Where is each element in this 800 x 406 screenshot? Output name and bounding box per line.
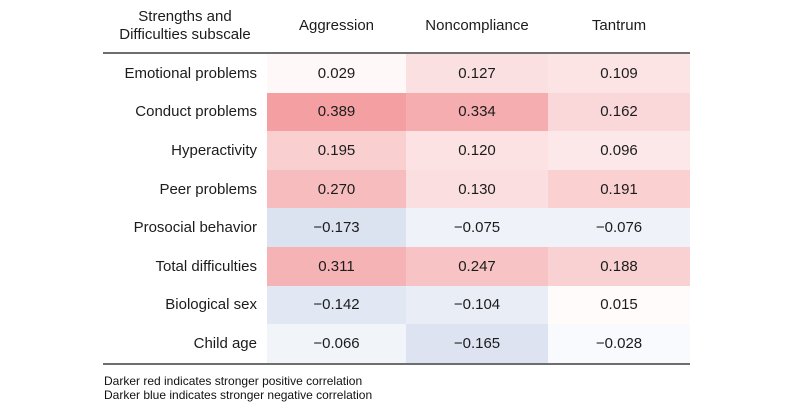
heatmap-cell: 0.109	[548, 54, 690, 93]
heatmap-cell: −0.104	[406, 285, 548, 325]
heatmap-cell: 0.096	[548, 131, 690, 170]
heatmap-cell: 0.162	[548, 92, 690, 132]
heatmap-cell: 0.270	[267, 169, 406, 209]
row-label: Hyperactivity	[103, 131, 267, 170]
heatmap-cell: −0.142	[267, 285, 406, 325]
row-label: Child age	[103, 324, 267, 363]
heatmap-cell: −0.066	[267, 324, 406, 363]
heatmap-cell: 0.029	[267, 54, 406, 93]
heatmap-cell: 0.334	[406, 92, 548, 132]
heatmap-cell: 0.195	[267, 131, 406, 170]
heatmap-cell: −0.028	[548, 324, 690, 363]
heatmap-grid: Emotional problems 0.029 0.127 0.109 Conduct…	[103, 52, 690, 365]
heatmap-cell: 0.127	[406, 54, 548, 93]
heatmap-cell: −0.075	[406, 208, 548, 247]
heatmap-cell: 0.188	[548, 246, 690, 286]
column-header-tantrum: Tantrum	[591, 17, 647, 34]
column-header-noncompliance: Noncompliance	[425, 17, 529, 34]
row-label: Peer problems	[103, 169, 267, 209]
row-label: Emotional problems	[103, 54, 267, 93]
heatmap-cell: −0.165	[406, 324, 548, 363]
heatmap-cell: 0.191	[548, 169, 690, 209]
heatmap-header-row: Strengths and Difficulties subscale Aggr…	[103, 0, 690, 52]
heatmap-cell: 0.015	[548, 285, 690, 325]
footnote-negative: Darker blue indicates stronger negative …	[104, 388, 373, 403]
row-header-title: Strengths and Difficulties subscale	[119, 8, 251, 43]
heatmap-cell: 0.247	[406, 246, 548, 286]
heatmap-cell: 0.120	[406, 131, 548, 170]
heatmap-cell: 0.130	[406, 169, 548, 209]
figure-footnotes: Darker red indicates stronger positive c…	[104, 374, 690, 403]
row-label: Conduct problems	[103, 92, 267, 132]
row-label: Total difficulties	[103, 246, 267, 286]
row-label: Biological sex	[103, 285, 267, 325]
heatmap-cell: 0.311	[267, 246, 406, 286]
footnote-positive: Darker red indicates stronger positive c…	[104, 373, 363, 388]
column-header-aggression: Aggression	[298, 17, 375, 34]
row-label: Prosocial behavior	[103, 208, 267, 247]
heatmap-cell: −0.173	[267, 208, 406, 247]
heatmap-cell: −0.076	[548, 208, 690, 247]
heatmap-cell: 0.389	[267, 92, 406, 132]
correlation-heatmap-figure: Strengths and Difficulties subscale Aggr…	[103, 0, 690, 403]
